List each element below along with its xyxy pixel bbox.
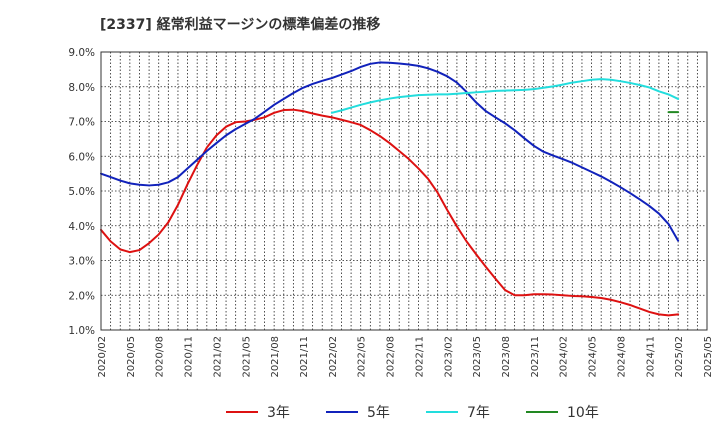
x-tick-label: 2023/02 [443, 336, 454, 378]
x-axis-ticks: 2020/02 2020/05 2020/08 2020/11 2021/02 2021/… [97, 336, 714, 378]
y-tick-label: 2.0% [68, 290, 95, 302]
x-tick-label: 2022/05 [357, 336, 368, 378]
y-tick-label: 6.0% [68, 151, 95, 163]
series-line-3年 [100, 108, 680, 317]
legend-label: 7年 [467, 405, 490, 421]
y-tick-label: 1.0% [68, 325, 95, 337]
legend-label: 10年 [567, 405, 599, 421]
plot-frame [100, 51, 708, 331]
series-layer [100, 61, 680, 317]
x-tick-label: 2021/05 [241, 336, 252, 378]
y-tick-label: 9.0% [68, 47, 95, 59]
y-axis-ticks: 1.0% 2.0% 3.0% 4.0% 5.0% 6.0% 7.0% 8.0% 9.0% [68, 47, 95, 337]
x-tick-label: 2021/08 [270, 336, 281, 378]
y-tick-label: 7.0% [68, 117, 95, 129]
legend-label: 5年 [367, 405, 390, 421]
y-tick-label: 8.0% [68, 82, 95, 94]
x-tick-label: 2023/08 [501, 336, 512, 378]
legend: 3年 5年 7年 10年 [226, 405, 599, 421]
x-tick-label: 2020/11 [184, 336, 195, 378]
x-tick-label: 2024/05 [588, 336, 599, 378]
x-tick-label: 2024/08 [616, 336, 627, 378]
x-tick-label: 2023/11 [530, 336, 541, 378]
x-tick-label: 2022/02 [328, 336, 339, 378]
y-tick-label: 3.0% [68, 256, 95, 268]
x-tick-label: 2022/08 [386, 336, 397, 378]
x-tick-label: 2025/02 [674, 336, 685, 378]
legend-label: 3年 [267, 405, 290, 421]
series-line-5年 [100, 61, 680, 242]
x-tick-label: 2023/05 [472, 336, 483, 378]
grid-layer [101, 52, 707, 330]
x-tick-label: 2025/05 [703, 336, 714, 378]
x-tick-label: 2022/11 [414, 336, 425, 378]
y-tick-label: 4.0% [68, 221, 95, 233]
chart-title: [2337] 経常利益マージンの標準偏差の推移 [100, 17, 381, 33]
x-tick-label: 2020/05 [126, 336, 137, 378]
x-tick-label: 2020/08 [155, 336, 166, 378]
series-line-7年 [330, 78, 680, 114]
x-tick-label: 2024/02 [559, 336, 570, 378]
y-tick-label: 5.0% [68, 186, 95, 198]
x-tick-label: 2021/02 [212, 336, 223, 378]
x-tick-label: 2021/11 [299, 336, 310, 378]
x-tick-label: 2020/02 [97, 336, 108, 378]
x-tick-label: 2024/11 [645, 336, 656, 378]
